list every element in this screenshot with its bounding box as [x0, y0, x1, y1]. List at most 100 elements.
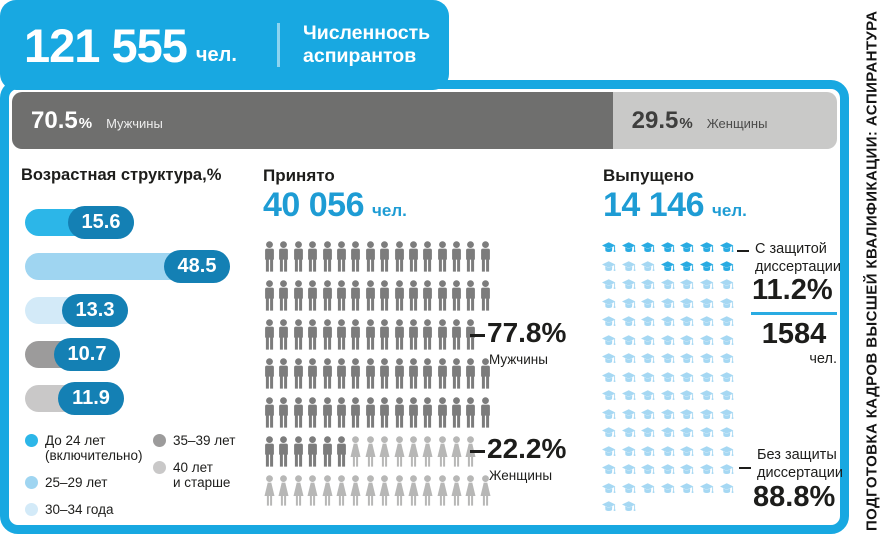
female-person-icon — [364, 475, 377, 506]
graduate-cap-icon — [699, 260, 714, 276]
graduate-cap-icon — [621, 242, 636, 257]
male-person-icon — [292, 241, 305, 272]
pictogram-row — [263, 475, 492, 506]
male-person-icon — [421, 241, 434, 272]
gender-male-segment: 70.5 % Мужчины — [12, 92, 613, 149]
male-person-icon — [277, 358, 290, 389]
gender-female-segment: 29.5 % Женщины — [612, 92, 837, 149]
graduate-cap-icon — [621, 297, 636, 313]
graduate-cap-icon — [719, 464, 734, 479]
graduate-cap-icon — [719, 427, 734, 442]
male-person-icon — [464, 358, 477, 389]
pictogram-row — [602, 408, 734, 424]
male-person-icon — [479, 241, 492, 272]
with-defense-label-line2: диссертации — [755, 258, 841, 275]
graduate-cap-icon — [621, 260, 636, 276]
pictogram-row — [602, 279, 734, 294]
age-bar-value-pill: 10.7 — [54, 338, 120, 371]
graduate-cap-icon — [699, 464, 714, 479]
male-person-icon — [321, 436, 334, 467]
male-person-icon — [421, 280, 434, 311]
graduate-cap-icon — [680, 334, 694, 350]
graduate-cap-icon — [680, 408, 694, 424]
with-defense-divider-line — [751, 312, 837, 315]
graduate-cap-icon — [660, 297, 675, 313]
with-defense-count-unit: чел. — [809, 351, 837, 367]
male-person-icon — [277, 397, 290, 428]
male-person-icon — [263, 436, 276, 467]
graduate-cap-icon — [699, 482, 714, 498]
pictogram-row — [602, 445, 734, 461]
graduate-cap-icon — [699, 371, 714, 387]
graduate-cap-icon — [719, 279, 734, 294]
pictogram-row — [602, 242, 734, 257]
graduate-cap-icon — [680, 316, 694, 331]
pictogram-row — [602, 501, 734, 516]
graduate-cap-icon — [699, 427, 714, 442]
legend-dot — [25, 503, 38, 516]
female-person-icon — [321, 475, 334, 506]
female-percent-value: 29.5 — [631, 106, 679, 134]
female-person-icon — [349, 436, 362, 467]
admitted-female-label: Женщины — [489, 468, 553, 483]
male-person-icon — [364, 397, 377, 428]
male-person-icon — [407, 397, 420, 428]
male-person-icon — [335, 319, 348, 350]
graduate-cap-icon — [621, 445, 636, 461]
without-defense-callout-dash — [739, 467, 751, 469]
without-defense-label-line1: Без защиты — [757, 447, 837, 463]
male-person-icon — [335, 280, 348, 311]
pictogram-row — [263, 358, 492, 389]
male-person-icon — [364, 319, 377, 350]
male-person-icon — [393, 319, 406, 350]
graduate-cap-icon — [621, 279, 636, 294]
graduate-cap-icon — [680, 297, 694, 313]
graduate-cap-icon — [719, 260, 734, 276]
male-percent-sign: % — [78, 115, 93, 132]
graduate-cap-icon — [699, 353, 714, 368]
admitted-value: 40 056 — [263, 186, 365, 224]
pictogram-row — [602, 390, 734, 405]
female-person-icon — [263, 475, 276, 506]
legend-label: 25–29 лет — [45, 475, 108, 490]
graduate-cap-icon — [621, 371, 636, 387]
graduate-cap-icon — [680, 445, 694, 461]
graduate-cap-icon — [641, 464, 655, 479]
male-label: Мужчины — [106, 116, 163, 131]
female-person-icon — [407, 436, 420, 467]
graduate-cap-icon — [699, 316, 714, 331]
male-person-icon — [450, 241, 463, 272]
legend-label: 35–39 лет — [173, 433, 236, 448]
total-count: 121 555 чел. — [24, 0, 237, 90]
male-person-icon — [292, 436, 305, 467]
graduate-cap-icon — [641, 408, 655, 424]
graduate-cap-icon — [719, 316, 734, 331]
graduate-cap-icon — [660, 371, 675, 387]
male-person-icon — [421, 397, 434, 428]
graduate-cap-icon — [602, 445, 616, 461]
legend-item: 30–34 года — [25, 502, 137, 517]
without-defense-percent: 88.8% — [753, 481, 836, 513]
without-defense-label: Без защиты диссертации — [757, 447, 843, 482]
graduate-cap-icon — [602, 279, 616, 294]
pictogram-row — [263, 436, 492, 467]
male-person-icon — [393, 397, 406, 428]
graduate-cap-icon — [660, 260, 675, 276]
graduate-cap-icon — [641, 297, 655, 313]
female-person-icon — [450, 436, 463, 467]
graduate-cap-icon — [660, 334, 675, 350]
header: 121 555 чел. Численность аспирантов — [0, 0, 449, 90]
header-title-line2: аспирантов — [303, 45, 417, 67]
graduated-pictogram — [602, 242, 734, 516]
male-person-icon — [292, 280, 305, 311]
pictogram-row — [263, 319, 492, 350]
female-person-icon — [479, 475, 492, 506]
female-person-icon — [378, 475, 391, 506]
graduate-cap-icon — [699, 297, 714, 313]
graduate-cap-icon — [621, 390, 636, 405]
graduated-count: 14 146 чел. — [603, 186, 747, 225]
male-person-icon — [306, 397, 319, 428]
male-person-icon — [407, 358, 420, 389]
pictogram-row — [602, 260, 734, 276]
